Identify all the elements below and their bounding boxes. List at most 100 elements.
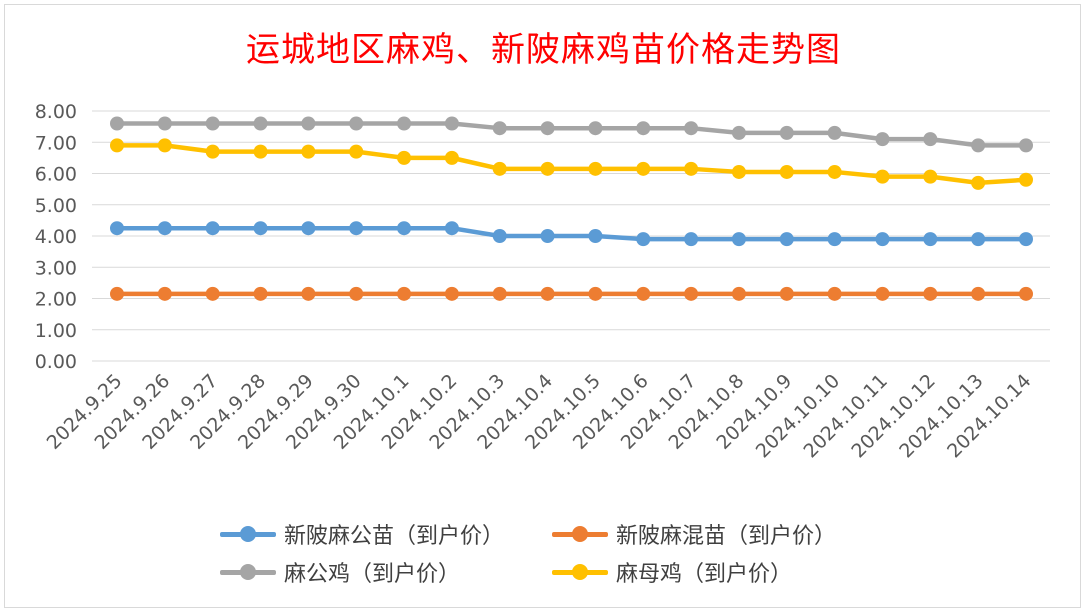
data-point <box>349 144 364 159</box>
data-point <box>923 232 938 247</box>
series-3 <box>110 116 1033 153</box>
legend-label-series-4: 麻母鸡（到户价） <box>616 562 793 587</box>
data-point <box>731 286 746 301</box>
data-point <box>684 121 699 136</box>
data-point <box>110 286 124 301</box>
data-point <box>540 161 555 176</box>
data-point <box>1019 172 1033 187</box>
data-point <box>253 116 268 131</box>
y-tick-label: 8.00 <box>35 101 77 123</box>
data-point <box>157 138 172 153</box>
data-point <box>731 125 746 140</box>
data-point <box>779 125 794 140</box>
data-point <box>588 161 603 176</box>
x-axis-ticks: 2024.9.252024.9.262024.9.272024.9.282024… <box>43 370 1036 462</box>
data-point <box>492 161 507 176</box>
legend-label-series-1: 新陂麻公苗（到户价） <box>284 524 505 549</box>
data-point <box>253 221 268 236</box>
data-point <box>157 221 172 236</box>
data-point <box>444 116 459 131</box>
data-point <box>779 232 794 247</box>
data-point <box>540 229 555 243</box>
data-point <box>636 286 651 301</box>
legend-swatch-series-2 <box>552 524 608 544</box>
data-point <box>636 121 651 136</box>
data-point <box>301 221 316 236</box>
legend-item-series-4: 麻母鸡（到户价） <box>552 556 792 588</box>
data-point <box>684 232 699 247</box>
data-point <box>588 121 603 136</box>
data-point <box>731 164 746 179</box>
chart-title: 运城地区麻鸡、新陂麻鸡苗价格走势图 <box>246 30 841 70</box>
data-point <box>205 286 220 301</box>
data-point <box>971 286 986 301</box>
data-point <box>923 169 938 184</box>
data-point <box>157 286 172 301</box>
data-point <box>971 175 986 190</box>
data-point <box>397 221 412 236</box>
legend-swatch-series-1 <box>220 524 276 544</box>
data-point <box>875 132 890 147</box>
data-point <box>971 232 986 247</box>
series-2 <box>110 286 1033 301</box>
data-point <box>205 116 220 131</box>
data-point <box>110 116 124 131</box>
data-point <box>875 286 890 301</box>
data-point <box>492 121 507 136</box>
legend-label-series-3: 麻公鸡（到户价） <box>284 562 461 587</box>
data-point <box>827 286 842 301</box>
data-point <box>636 161 651 176</box>
legend-swatch-series-4 <box>552 562 608 582</box>
data-point <box>301 286 316 301</box>
data-point <box>492 286 507 301</box>
y-tick-label: 4.00 <box>35 226 77 248</box>
data-point <box>827 232 842 247</box>
y-axis-ticks: 0.00 1.00 2.00 3.00 4.00 5.00 6.00 7.00 8.00 <box>35 101 77 373</box>
data-point <box>779 164 794 179</box>
data-point <box>397 286 412 301</box>
data-point <box>1019 232 1033 247</box>
series-4 <box>110 138 1033 190</box>
data-point <box>349 116 364 131</box>
data-point <box>301 116 316 131</box>
legend-item-series-3: 麻公鸡（到户价） <box>220 556 460 588</box>
data-point <box>301 144 316 159</box>
series-line <box>114 143 1029 186</box>
series-layer <box>110 116 1033 301</box>
data-point <box>588 286 603 301</box>
data-point <box>636 232 651 247</box>
data-point <box>684 161 699 176</box>
data-point <box>588 229 603 243</box>
data-point <box>349 286 364 301</box>
data-point <box>684 286 699 301</box>
data-point <box>397 116 412 131</box>
data-point <box>253 144 268 159</box>
y-tick-label: 6.00 <box>35 164 77 186</box>
gridlines <box>92 110 1050 362</box>
data-point <box>397 150 412 165</box>
data-point <box>253 286 268 301</box>
data-point <box>731 232 746 247</box>
data-point <box>492 229 507 243</box>
data-point <box>157 116 172 131</box>
data-point <box>540 121 555 136</box>
data-point <box>349 221 364 236</box>
data-point <box>205 144 220 159</box>
legend-swatch-series-3 <box>220 562 276 582</box>
y-tick-label: 2.00 <box>35 289 77 311</box>
data-point <box>923 286 938 301</box>
chart-frame <box>4 4 1081 608</box>
legend-item-series-2: 新陂麻混苗（到户价） <box>552 518 836 550</box>
data-point <box>110 221 124 236</box>
data-point <box>110 138 124 153</box>
data-point <box>540 286 555 301</box>
series-line <box>114 121 1029 148</box>
y-tick-label: 5.00 <box>35 195 77 217</box>
data-point <box>444 221 459 236</box>
data-point <box>827 164 842 179</box>
y-tick-label: 0.00 <box>35 351 77 373</box>
y-tick-label: 7.00 <box>35 132 77 154</box>
y-tick-label: 3.00 <box>35 257 77 279</box>
data-point <box>444 150 459 165</box>
